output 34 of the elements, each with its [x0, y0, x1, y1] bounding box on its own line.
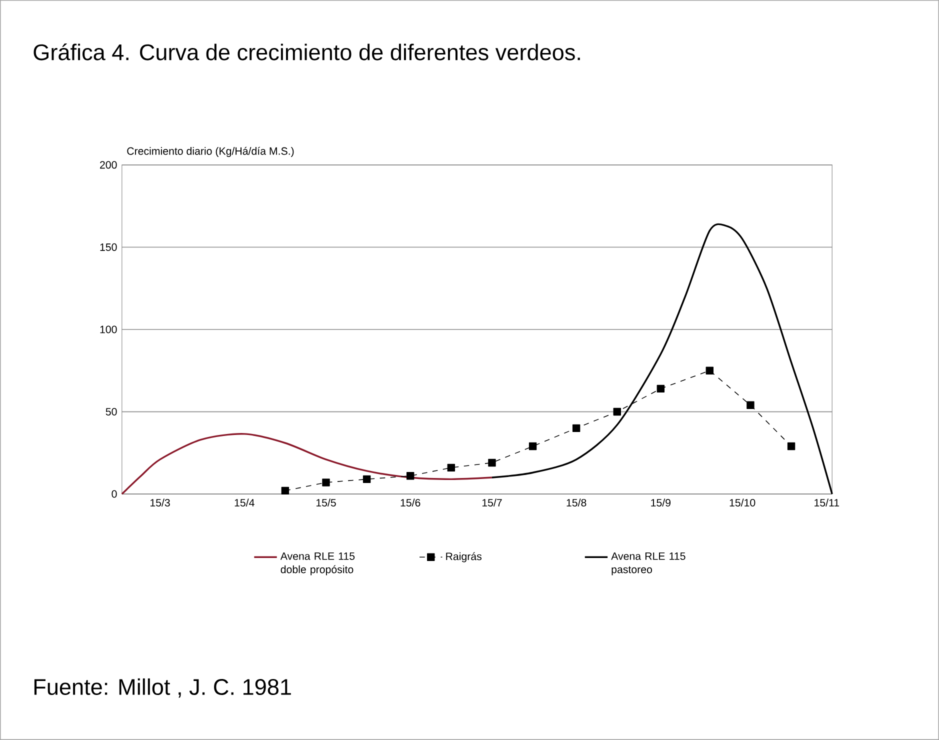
point	[572, 424, 580, 432]
x-tick-label: 15/9	[651, 498, 671, 507]
y-tick-label: 0	[112, 490, 117, 498]
legend-label: Raigrás	[446, 552, 482, 562]
y-tick-label: 150	[100, 243, 117, 251]
point	[447, 464, 456, 472]
point	[746, 401, 754, 410]
x-tick-label: 15/10	[730, 498, 756, 507]
x-tick-label: 15/4	[234, 498, 254, 507]
point	[656, 384, 665, 393]
point	[706, 366, 714, 374]
point	[281, 486, 290, 495]
x-tick-label: 15/5	[316, 498, 336, 507]
x-tick-label: 15/7	[482, 498, 502, 507]
point	[488, 458, 496, 467]
line-series	[121, 433, 493, 495]
chart-title: Gráfica 4. Curva de crecimiento de diferentes verdeos.	[34, 43, 580, 60]
legend-label: Avena RLE 115 pastoreo	[611, 552, 686, 576]
legend-label: Avena RLE 115 doble propósito	[280, 552, 355, 576]
x-tick-label: 15/6	[400, 498, 420, 507]
point	[528, 442, 537, 450]
x-tick-label: 15/8	[566, 498, 586, 507]
y-tick-label: 50	[106, 408, 117, 416]
source-note: Fuente: Millot , J. C. 1981	[34, 678, 291, 698]
point	[406, 472, 414, 480]
y-tick-label: 200	[100, 161, 117, 169]
point	[613, 408, 621, 416]
y-tick-label: 100	[100, 326, 117, 334]
x-tick-label: 15/11	[814, 498, 840, 507]
y-axis-title: Crecimiento diario (Kg/Há/día M.S.)	[127, 146, 294, 157]
point	[362, 475, 371, 484]
point	[787, 442, 796, 450]
x-tick-label: 15/3	[150, 498, 170, 507]
point	[322, 478, 330, 486]
